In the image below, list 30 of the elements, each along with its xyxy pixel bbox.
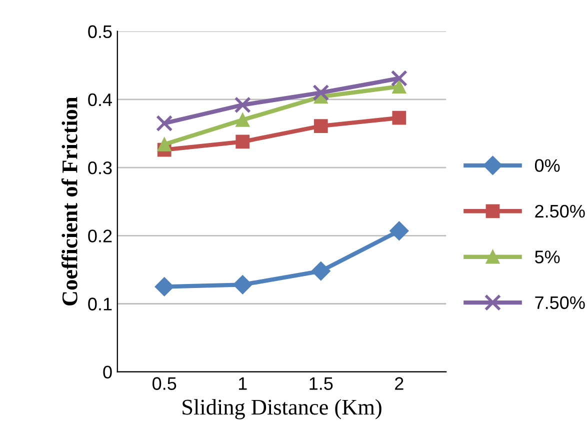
legend-label: 0% xyxy=(534,159,560,172)
point xyxy=(234,96,251,114)
x-tick-label: 1 xyxy=(238,377,247,390)
point xyxy=(154,277,174,296)
x-tick-label: 1.5 xyxy=(310,377,333,390)
point xyxy=(312,84,330,101)
point xyxy=(157,137,172,152)
point xyxy=(236,112,250,127)
y-tick-label: 0.3 xyxy=(88,161,112,174)
point xyxy=(390,70,408,87)
y-tick-label: 0.5 xyxy=(88,25,112,38)
y-tick-label: 0.1 xyxy=(88,298,112,310)
point xyxy=(236,134,250,149)
y-axis-title: Coefficient of Friction xyxy=(62,97,78,306)
point xyxy=(390,221,409,240)
point xyxy=(392,80,406,94)
legend-label: 7.50% xyxy=(535,296,585,310)
point xyxy=(314,119,328,133)
x-tick-label: 2 xyxy=(395,377,404,390)
legend-label: 5% xyxy=(534,250,560,264)
y-tick-label: 0.2 xyxy=(88,230,112,242)
legend-label: 2.50% xyxy=(535,204,585,218)
x-tick-label: 0.5 xyxy=(152,377,176,390)
x-axis-title: Sliding Distance (Km) xyxy=(182,399,382,420)
point xyxy=(392,110,406,125)
point xyxy=(233,275,252,294)
y-tick-label: 0.4 xyxy=(88,93,112,106)
point xyxy=(156,114,173,132)
point xyxy=(311,262,330,281)
y-tick-label: 0 xyxy=(103,366,112,379)
